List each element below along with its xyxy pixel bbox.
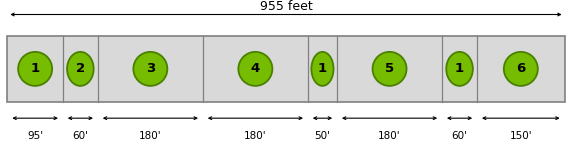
Ellipse shape <box>18 52 52 86</box>
Text: 4: 4 <box>251 62 260 75</box>
Text: 180': 180' <box>139 131 162 141</box>
Text: 50': 50' <box>315 131 331 141</box>
Text: 2: 2 <box>76 62 85 75</box>
Ellipse shape <box>311 52 333 86</box>
Text: 60': 60' <box>451 131 467 141</box>
Text: 1: 1 <box>455 62 464 75</box>
Ellipse shape <box>446 52 473 86</box>
Ellipse shape <box>372 52 407 86</box>
Text: 1: 1 <box>318 62 327 75</box>
Text: 3: 3 <box>146 62 155 75</box>
Bar <box>7 36 565 102</box>
Text: 955 feet: 955 feet <box>260 0 312 12</box>
Text: 180': 180' <box>244 131 267 141</box>
Text: 5: 5 <box>385 62 394 75</box>
Text: 95': 95' <box>27 131 43 141</box>
Ellipse shape <box>67 52 94 86</box>
Ellipse shape <box>504 52 538 86</box>
Text: 150': 150' <box>510 131 532 141</box>
Text: 180': 180' <box>378 131 401 141</box>
Ellipse shape <box>239 52 272 86</box>
Text: 60': 60' <box>73 131 88 141</box>
Text: 6: 6 <box>516 62 526 75</box>
Text: 1: 1 <box>30 62 39 75</box>
Ellipse shape <box>133 52 168 86</box>
